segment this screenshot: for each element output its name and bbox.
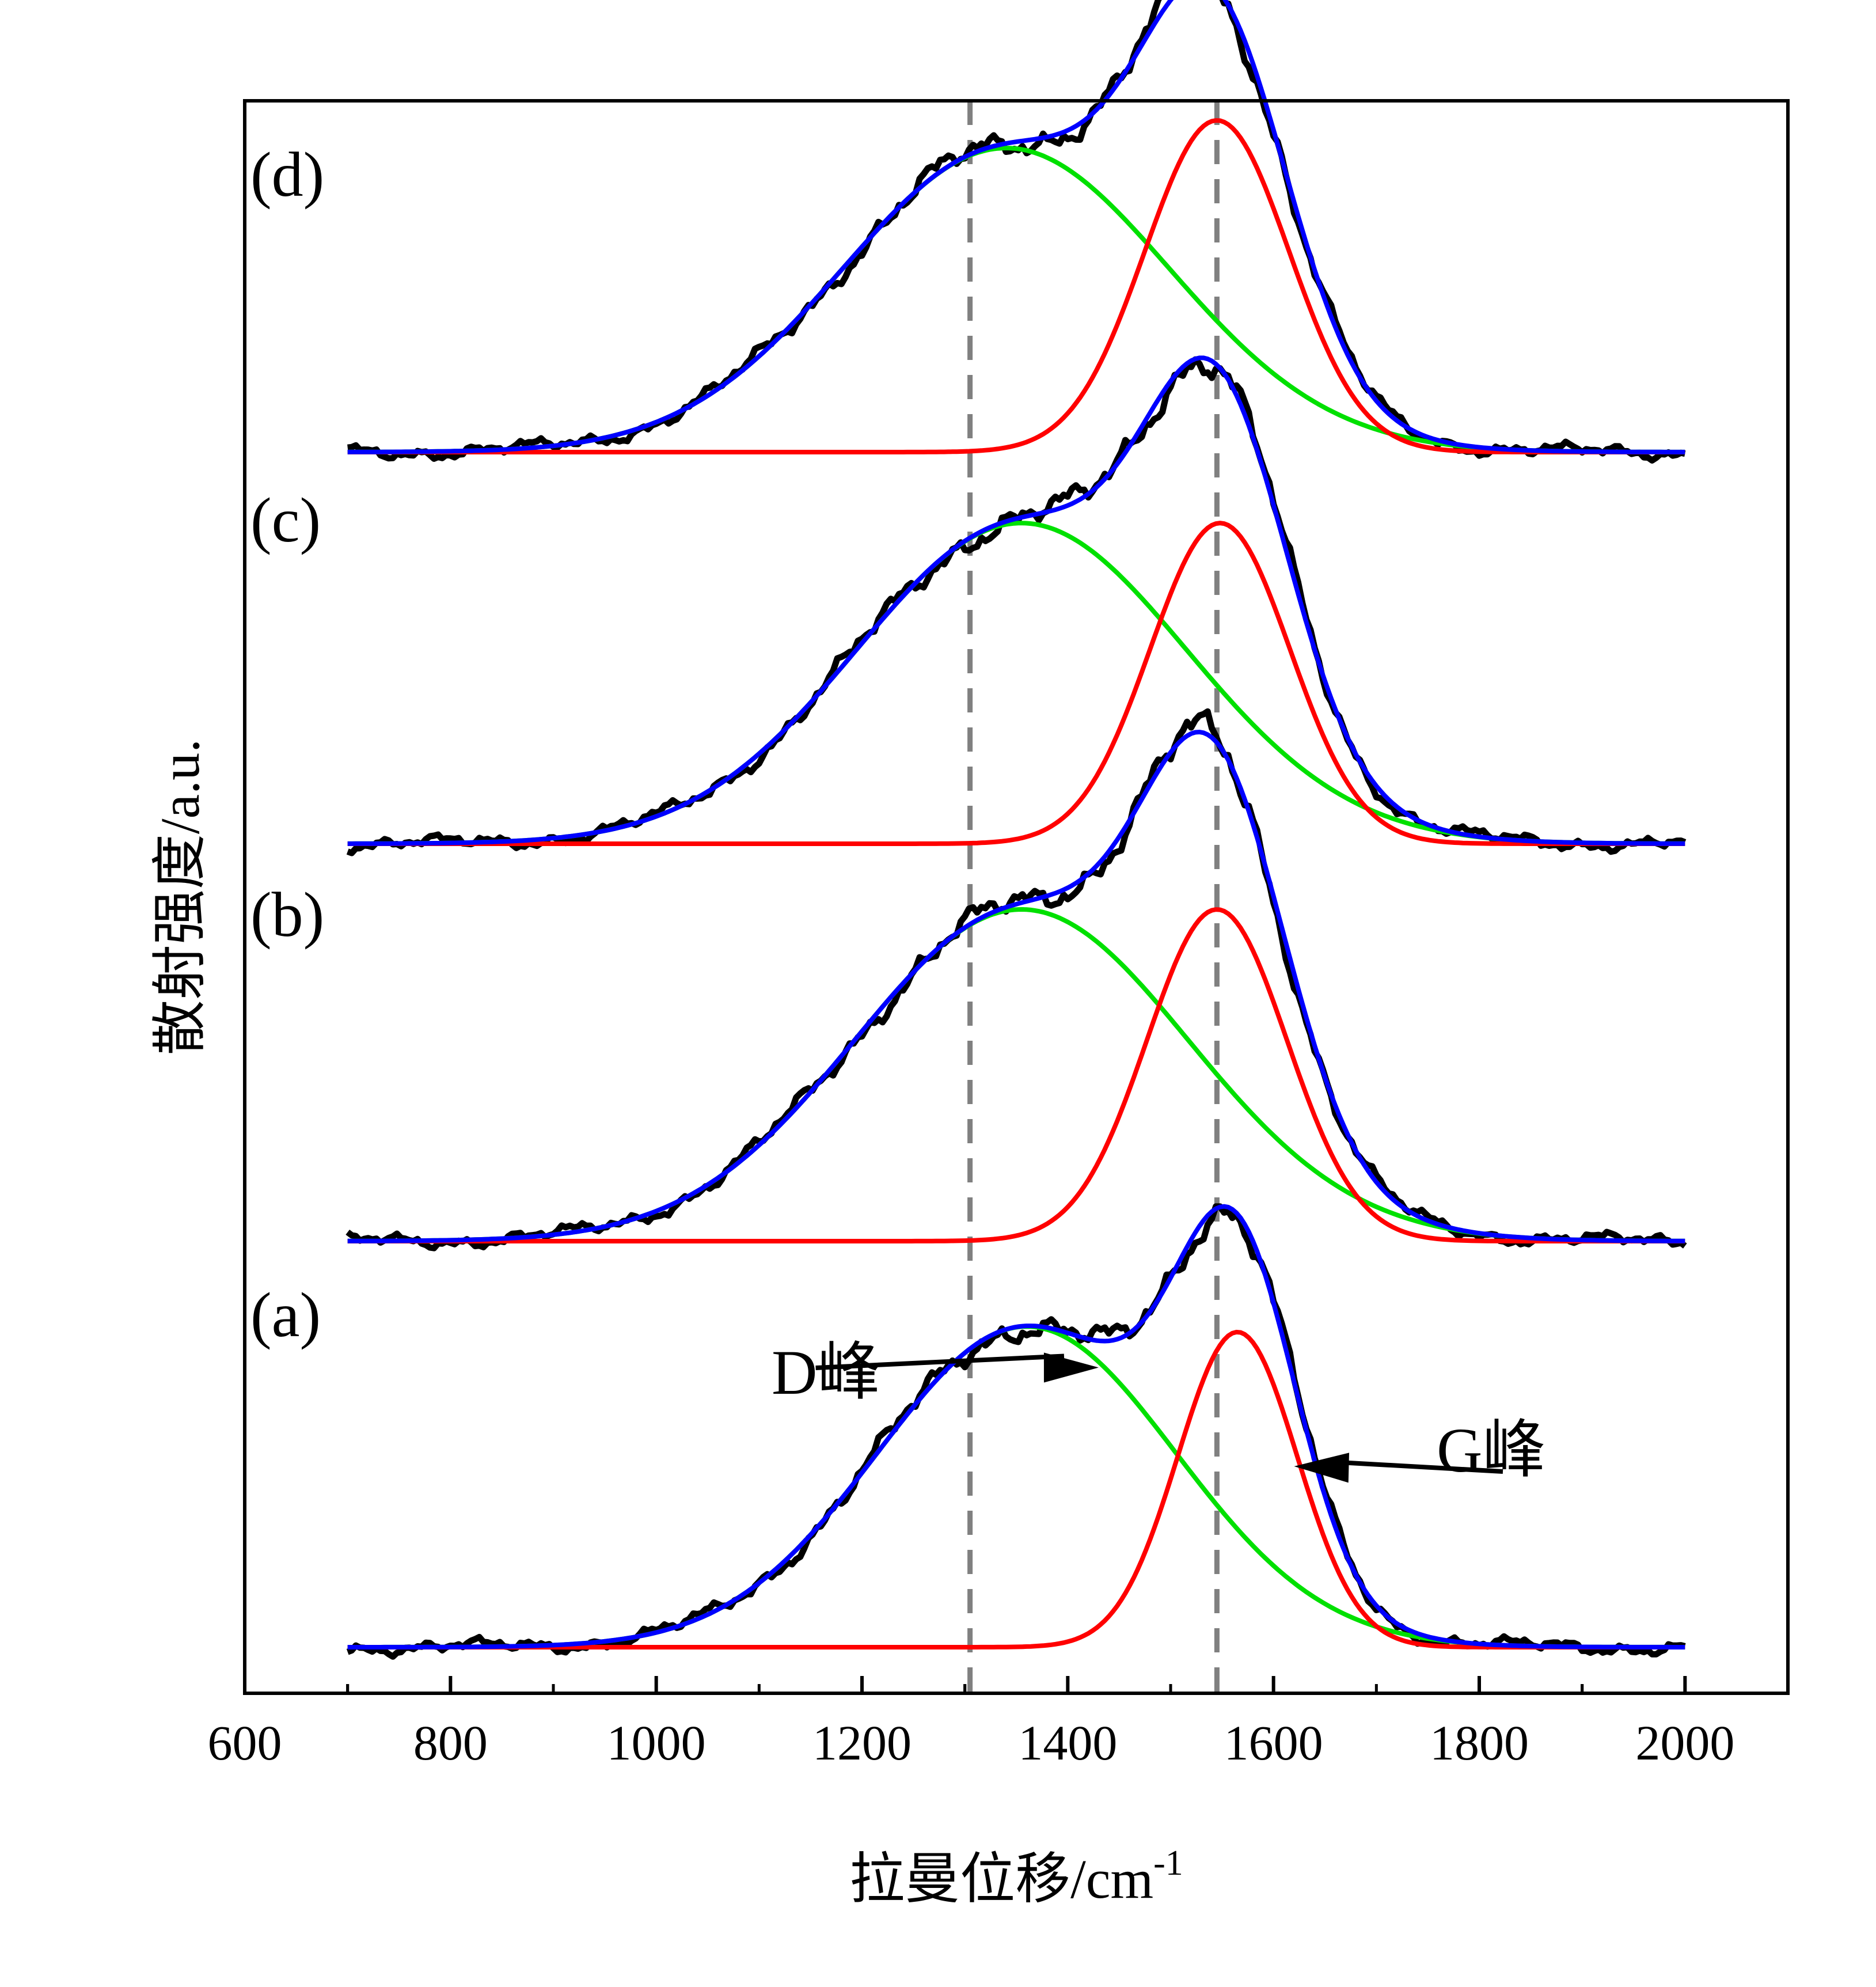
g-band-fit bbox=[347, 907, 1685, 1243]
panel-label: (c) bbox=[250, 485, 321, 555]
x-tick-label: 800 bbox=[413, 1715, 488, 1770]
d-peak-label: D峰 bbox=[772, 1337, 880, 1408]
measured-spectrum bbox=[346, 356, 1687, 856]
x-tick-label: 1400 bbox=[1018, 1715, 1117, 1770]
x-axis-title-text: 拉曼位移/cm bbox=[849, 1848, 1153, 1910]
cumulative-fit bbox=[347, 0, 1685, 454]
g-peak-arrow-head bbox=[1294, 1453, 1350, 1483]
panel-labels: (a) (b) (c) (d) bbox=[250, 139, 324, 1350]
g-band-fit bbox=[347, 1329, 1685, 1649]
panel-label: (a) bbox=[250, 1280, 321, 1350]
measured-spectrum bbox=[347, 0, 1686, 464]
panel-a bbox=[346, 1203, 1686, 1660]
x-tick-label: 600 bbox=[208, 1715, 282, 1770]
x-axis-title: 拉曼位移/cm-1 bbox=[849, 1844, 1183, 1910]
panel-b bbox=[345, 708, 1687, 1252]
d-band-fit bbox=[347, 907, 1685, 1243]
g-peak-label: G峰 bbox=[1437, 1415, 1545, 1485]
reference-lines bbox=[967, 101, 1220, 1693]
y-axis-title: 散射强度/a.u. bbox=[149, 739, 211, 1055]
panel-label: (d) bbox=[250, 139, 324, 210]
panel-c bbox=[346, 355, 1687, 856]
x-tick-label: 1200 bbox=[812, 1715, 912, 1770]
g-band-fit bbox=[347, 521, 1685, 846]
x-tick-label: 1000 bbox=[607, 1715, 706, 1770]
x-tick-label: 2000 bbox=[1635, 1715, 1734, 1770]
g-peak-arrow-line bbox=[1328, 1459, 1503, 1474]
x-tick-label: 1800 bbox=[1430, 1715, 1529, 1770]
panel-label: (b) bbox=[250, 879, 324, 950]
x-axis-ticks: 600 800 1000 1200 1400 1600 1800 2000 bbox=[208, 1676, 1734, 1770]
measured-spectrum bbox=[345, 708, 1687, 1252]
d-peak-arrow-head bbox=[1043, 1352, 1099, 1383]
cumulative-fit bbox=[347, 1204, 1685, 1649]
plot-frame bbox=[243, 99, 1790, 1695]
cumulative-fit bbox=[347, 729, 1685, 1243]
x-tick-label: 1600 bbox=[1224, 1715, 1323, 1770]
g-band-fit bbox=[347, 118, 1685, 454]
panel-d bbox=[347, 0, 1686, 464]
d-peak-arrow-line bbox=[815, 1353, 1065, 1370]
d-band-fit bbox=[347, 1324, 1685, 1649]
d-band-fit bbox=[347, 145, 1685, 454]
d-band-fit bbox=[347, 521, 1685, 846]
annotations: D峰 G峰 bbox=[772, 1337, 1545, 1485]
x-axis-title-superscript: -1 bbox=[1153, 1844, 1183, 1883]
cumulative-fit bbox=[347, 355, 1685, 846]
spectra-curves bbox=[345, 0, 1687, 1660]
